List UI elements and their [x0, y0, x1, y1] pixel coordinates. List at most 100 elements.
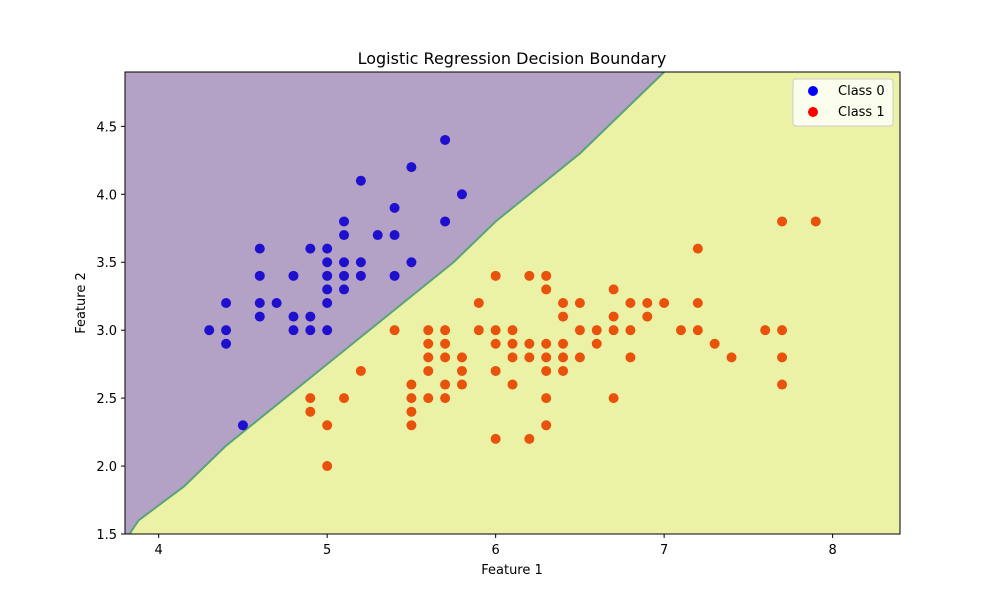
data-point-class-1 [305, 406, 316, 417]
data-point-class-1 [322, 420, 333, 431]
data-point-class-1 [490, 433, 501, 444]
data-point-class-0 [339, 270, 350, 281]
y-tick-label: 2.5 [96, 392, 117, 407]
data-point-class-1 [642, 298, 653, 308]
data-point-class-0 [271, 298, 282, 308]
y-tick-label: 2.0 [96, 460, 117, 475]
legend-label-class-1: Class 1 [838, 105, 885, 120]
plot-frame [124, 71, 901, 535]
data-point-class-1 [507, 325, 518, 336]
data-point-class-1 [777, 216, 788, 227]
data-point-class-1 [608, 284, 619, 295]
decision-boundary-line [128, 72, 665, 534]
data-point-class-1 [659, 298, 670, 308]
data-point-class-1 [440, 325, 451, 336]
y-tick-label: 1.5 [96, 528, 117, 543]
data-point-class-1 [558, 311, 569, 322]
data-point-class-1 [591, 325, 602, 336]
data-points [204, 134, 821, 472]
data-point-class-1 [558, 298, 569, 308]
x-tick-label: 5 [323, 543, 331, 558]
data-point-class-1 [322, 461, 333, 472]
data-point-class-1 [456, 379, 467, 390]
data-point-class-1 [524, 352, 535, 363]
data-point-class-1 [692, 325, 703, 336]
data-point-class-1 [625, 352, 636, 363]
data-point-class-0 [389, 270, 400, 281]
data-point-class-0 [305, 325, 316, 336]
data-point-class-1 [524, 338, 535, 349]
data-point-class-0 [389, 230, 400, 241]
y-axis-label: Feature 2 [74, 272, 89, 334]
data-point-class-1 [777, 379, 788, 390]
data-point-class-1 [507, 338, 518, 349]
data-point-class-1 [389, 325, 400, 336]
data-point-class-0 [254, 243, 265, 254]
data-point-class-1 [541, 284, 552, 295]
data-point-class-0 [322, 298, 333, 308]
legend-marker-class-0 [808, 86, 818, 96]
data-point-class-0 [355, 175, 366, 186]
data-point-class-0 [305, 243, 316, 254]
data-point-class-1 [339, 393, 350, 404]
x-tick-label: 6 [492, 543, 500, 558]
data-point-class-1 [305, 393, 316, 404]
data-point-class-1 [625, 298, 636, 308]
data-point-class-1 [541, 365, 552, 376]
data-point-class-1 [608, 311, 619, 322]
x-tick-label: 7 [660, 543, 668, 558]
data-point-class-1 [574, 325, 585, 336]
data-point-class-1 [490, 338, 501, 349]
data-point-class-0 [355, 257, 366, 268]
data-point-class-0 [254, 270, 265, 281]
data-point-class-1 [440, 379, 451, 390]
data-point-class-0 [204, 325, 215, 336]
data-point-class-0 [440, 134, 451, 145]
data-point-class-1 [692, 243, 703, 254]
data-point-class-0 [221, 338, 232, 349]
data-point-class-0 [288, 311, 299, 322]
data-point-class-1 [440, 338, 451, 349]
data-point-class-0 [322, 243, 333, 254]
data-point-class-0 [339, 230, 350, 241]
legend-label-class-0: Class 0 [838, 84, 885, 99]
x-tick-label: 8 [828, 543, 836, 558]
data-point-class-1 [490, 325, 501, 336]
data-point-class-1 [777, 352, 788, 363]
data-point-class-1 [591, 338, 602, 349]
data-point-class-1 [423, 393, 434, 404]
x-axis: 4 5 6 7 8 [155, 534, 837, 558]
data-point-class-1 [490, 365, 501, 376]
data-point-class-1 [574, 352, 585, 363]
data-point-class-1 [692, 298, 703, 308]
data-point-class-0 [288, 325, 299, 336]
y-tick-label: 4.0 [96, 188, 117, 203]
data-point-class-0 [322, 284, 333, 295]
data-point-class-1 [709, 338, 720, 349]
data-point-class-0 [322, 270, 333, 281]
data-point-class-1 [406, 393, 417, 404]
data-point-class-0 [254, 298, 265, 308]
data-point-class-0 [237, 420, 248, 431]
data-point-class-0 [339, 257, 350, 268]
data-point-class-1 [423, 365, 434, 376]
data-point-class-1 [473, 325, 484, 336]
data-point-class-1 [558, 365, 569, 376]
data-point-class-1 [406, 379, 417, 390]
data-point-class-0 [339, 284, 350, 295]
data-point-class-1 [541, 420, 552, 431]
data-point-class-1 [507, 352, 518, 363]
data-point-class-1 [524, 270, 535, 281]
plot-area [125, 72, 900, 534]
data-point-class-1 [456, 365, 467, 376]
data-point-class-1 [675, 325, 686, 336]
chart-title: Logistic Regression Decision Boundary [358, 49, 667, 68]
data-point-class-0 [221, 325, 232, 336]
data-point-class-1 [440, 393, 451, 404]
data-point-class-1 [625, 325, 636, 336]
y-axis: 1.5 2.0 2.5 3.0 3.5 4.0 4.5 [96, 120, 125, 543]
data-point-class-1 [574, 298, 585, 308]
data-point-class-1 [355, 365, 366, 376]
data-point-class-0 [288, 270, 299, 281]
